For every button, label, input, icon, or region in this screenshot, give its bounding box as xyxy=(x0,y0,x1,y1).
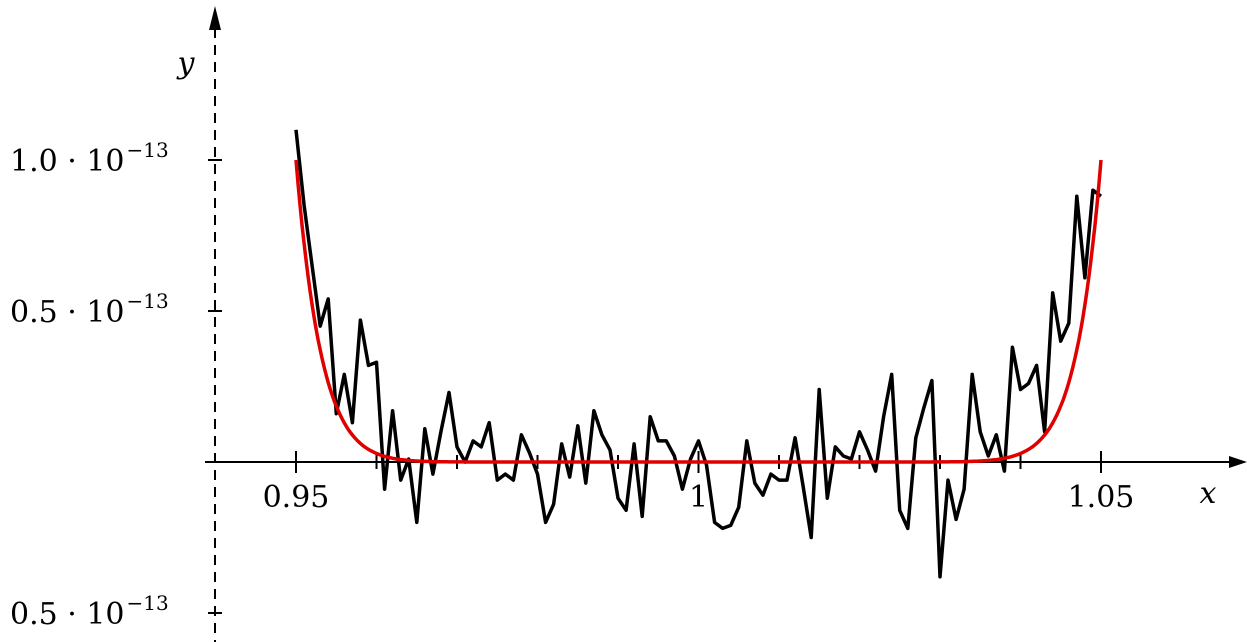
y-tick-labels: 1.0 · 10 −13 0.5 · 10 −13 0.5 · 10 −13 xyxy=(10,138,169,632)
y-ticks xyxy=(208,159,222,614)
x-tick-label: 1 xyxy=(689,480,708,515)
y-axis-arrow xyxy=(209,6,221,30)
series-smooth-line xyxy=(294,159,1103,464)
y-axis-title: y xyxy=(176,46,196,81)
x-tick-label: 0.95 xyxy=(263,480,330,515)
x-axis-arrow xyxy=(1229,456,1247,468)
y-tick-label: 1.0 · 10 −13 xyxy=(10,138,169,179)
series-noisy-line xyxy=(294,129,1103,579)
plot-area: 0.95 1 1.05 1.0 · 10 −13 0.5 · 10 −13 0.5 · 10… xyxy=(10,6,1247,642)
x-axis-title: x xyxy=(1200,476,1217,511)
x-tick-labels: 0.95 1 1.05 xyxy=(263,480,1135,515)
x-ticks xyxy=(295,451,1102,473)
y-tick-label: 0.5 · 10 −13 xyxy=(10,591,169,632)
y-tick-label: 0.5 · 10 −13 xyxy=(10,289,169,330)
x-tick-label: 1.05 xyxy=(1068,480,1135,515)
